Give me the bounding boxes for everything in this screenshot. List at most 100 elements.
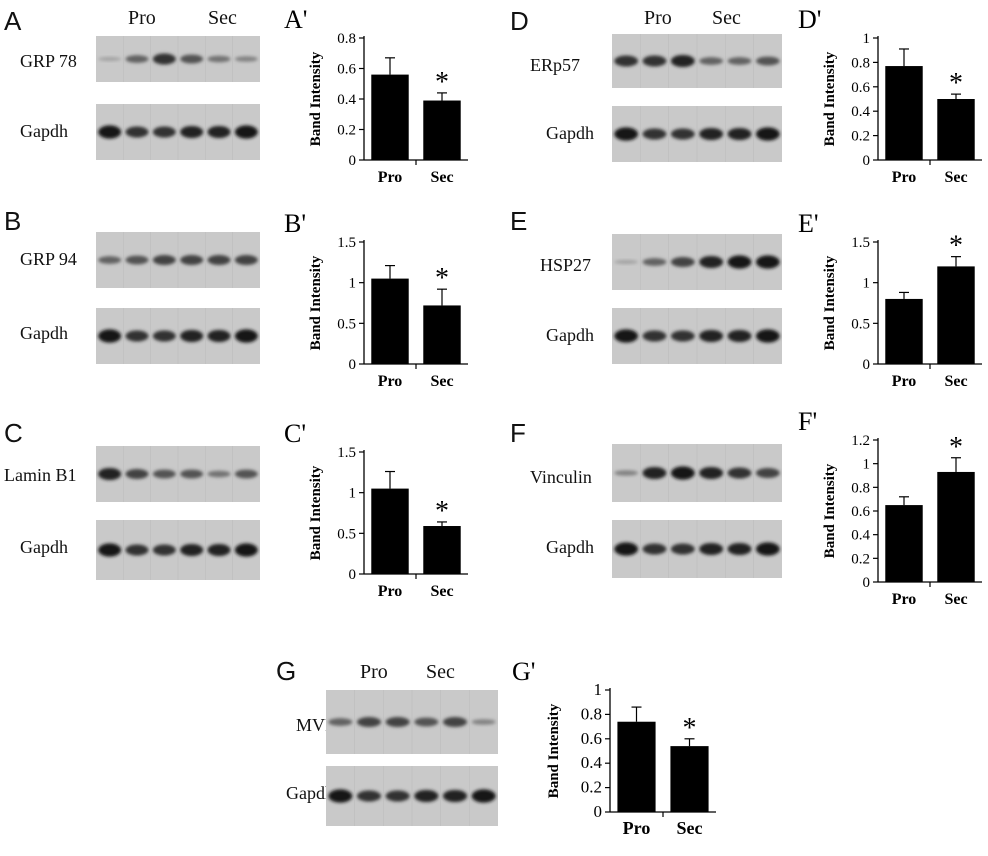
bar-chart-a-prime: A' Band Intensity 0 0.2 0.4 0.6 0.8 Pro Sec * <box>284 5 468 186</box>
x-tick-label-pro: Pro <box>892 169 917 186</box>
bar-pro <box>371 74 409 160</box>
bar-chart-g-prime: G' Band Intensity 0 0.2 0.4 0.6 0.8 1 Pro Sec * <box>512 657 716 838</box>
y-tick-label: 0.8 <box>851 480 870 496</box>
western-blot-gapdh-e <box>612 308 782 364</box>
y-tick-label: 1.5 <box>337 235 356 251</box>
loading-label-e: Gapdh <box>546 325 594 345</box>
y-axis-label: Band Intensity <box>822 51 838 146</box>
bar-pro <box>371 278 409 364</box>
y-tick-label: 0.2 <box>581 778 602 797</box>
group-label-pro-g: Pro <box>360 661 388 683</box>
y-tick-label: 1 <box>594 680 603 699</box>
western-blot-grp78 <box>96 36 260 82</box>
panel-letter-a: A <box>4 6 22 36</box>
y-axis-label: Band Intensity <box>822 255 838 350</box>
y-axis-label: Band Intensity <box>308 51 324 146</box>
panel-label: E' <box>798 209 819 238</box>
loading-label-f: Gapdh <box>546 537 594 557</box>
y-tick-label: 1 <box>863 276 871 292</box>
x-tick-label-sec: Sec <box>430 583 453 600</box>
y-tick-label: 0.4 <box>337 92 356 108</box>
western-blot-mvp <box>326 690 498 754</box>
x-tick-label-sec: Sec <box>944 373 967 390</box>
western-blot-gapdh-g <box>326 766 498 826</box>
bar-sec <box>937 99 975 160</box>
protein-label-grp94: GRP 94 <box>20 249 77 269</box>
x-tick-label-pro: Pro <box>892 373 917 390</box>
bar-sec <box>937 266 975 364</box>
bar-pro <box>885 298 923 364</box>
panel-letter-c: C <box>4 418 23 448</box>
loading-label-b: Gapdh <box>20 323 68 343</box>
panel-label: C' <box>284 419 306 448</box>
y-tick-label: 0.2 <box>851 551 870 567</box>
y-tick-label: 0.8 <box>581 704 602 723</box>
y-tick-label: 0.2 <box>851 129 870 145</box>
group-label-sec: Sec <box>208 7 237 29</box>
bar-sec <box>937 471 975 582</box>
loading-label-a: Gapdh <box>20 121 68 141</box>
y-axis-label: Band Intensity <box>822 463 838 558</box>
y-tick-label: 0.2 <box>337 123 356 139</box>
y-tick-label: 0 <box>863 153 871 169</box>
x-tick-label-sec: Sec <box>430 169 453 186</box>
bar-sec <box>670 746 709 812</box>
y-tick-label: 0.5 <box>337 526 356 542</box>
y-tick-label: 0.6 <box>851 80 870 96</box>
x-tick-label-sec: Sec <box>677 818 703 838</box>
y-tick-label: 0.6 <box>851 504 870 520</box>
x-tick-label-sec: Sec <box>430 373 453 390</box>
significance-marker: * <box>435 67 449 98</box>
bar-chart-e-prime: E' Band Intensity 0 0.5 1 1.5 Pro Sec * <box>798 209 982 390</box>
bar-chart-c-prime: C' Band Intensity 0 0.5 1 1.5 Pro Sec * <box>284 419 468 600</box>
panel-label: B' <box>284 209 306 238</box>
protein-label-mvp: MVP <box>296 715 336 735</box>
western-blot-gapdh-a <box>96 104 260 160</box>
significance-marker: * <box>949 68 963 99</box>
x-tick-label-sec: Sec <box>944 591 967 608</box>
western-blot-erp57 <box>612 34 782 88</box>
bar-sec <box>423 305 461 364</box>
significance-marker: * <box>949 432 963 463</box>
bar-pro <box>617 721 656 812</box>
y-tick-label: 0.5 <box>337 316 356 332</box>
y-axis-label: Band Intensity <box>546 703 562 798</box>
panel-letter-g: G <box>276 656 297 686</box>
western-blot-hsp27 <box>612 234 782 290</box>
x-tick-label-pro: Pro <box>623 818 651 838</box>
bar-pro <box>371 488 409 574</box>
y-tick-label: 1 <box>863 31 871 47</box>
western-blot-laminb1 <box>96 446 260 502</box>
y-tick-label: 1.2 <box>851 433 870 449</box>
group-label-sec-d: Sec <box>712 7 741 29</box>
western-blot-gapdh-b <box>96 308 260 364</box>
panel-label: D' <box>798 5 821 34</box>
protein-label-vinculin: Vinculin <box>530 467 592 487</box>
y-tick-label: 0.8 <box>337 31 356 47</box>
bar-sec <box>423 100 461 160</box>
western-blot-gapdh-f <box>612 520 782 578</box>
x-tick-label-pro: Pro <box>378 169 403 186</box>
panel-label: A' <box>284 5 307 34</box>
group-label-sec-g: Sec <box>426 661 455 683</box>
panel-label: F' <box>798 407 817 436</box>
x-tick-label-pro: Pro <box>378 373 403 390</box>
bar-chart-d-prime: D' Band Intensity 0 0.2 0.4 0.6 0.8 1 Pro Sec * <box>798 5 982 186</box>
x-tick-label-pro: Pro <box>378 583 403 600</box>
y-tick-label: 0 <box>594 802 603 821</box>
western-blot-grp94 <box>96 232 260 288</box>
y-tick-label: 0.8 <box>851 55 870 71</box>
y-tick-label: 1.5 <box>851 235 870 251</box>
y-tick-label: 0.4 <box>851 528 870 544</box>
panel-letter-f: F <box>510 418 526 448</box>
significance-marker: * <box>683 713 697 744</box>
y-tick-label: 0 <box>863 357 871 373</box>
group-label-pro-d: Pro <box>644 7 672 29</box>
y-tick-label: 0.6 <box>337 62 356 78</box>
panel-letter-d: D <box>510 6 529 36</box>
panel-letter-e: E <box>510 206 528 236</box>
western-blot-gapdh-d <box>612 106 782 162</box>
significance-marker: * <box>949 231 963 262</box>
y-axis-label: Band Intensity <box>308 255 324 350</box>
bar-sec <box>423 526 461 574</box>
